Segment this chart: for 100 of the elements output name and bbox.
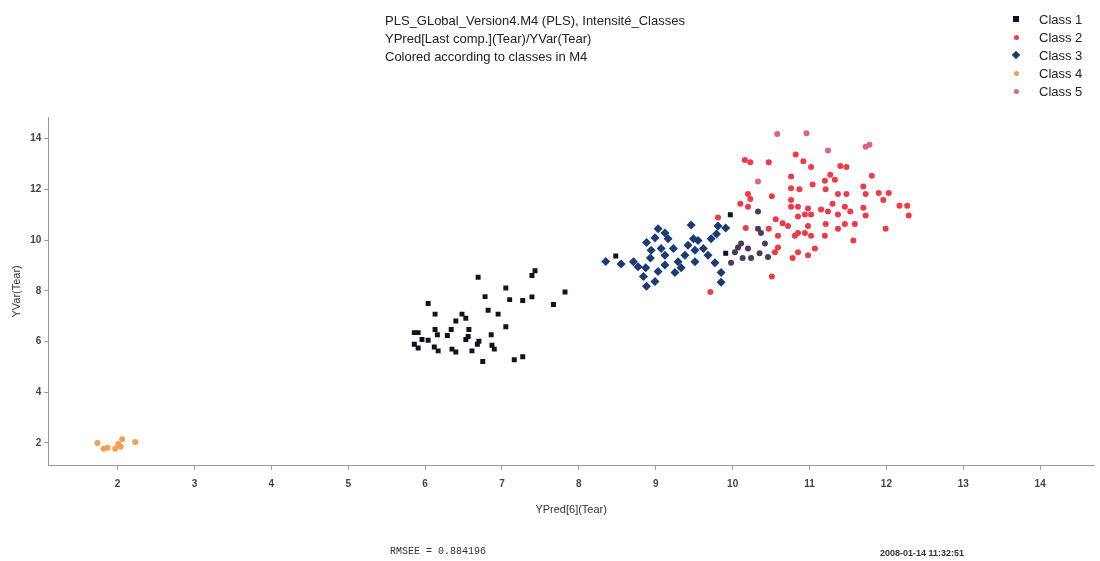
point [482, 294, 488, 300]
point [680, 250, 690, 260]
x-axis-title: YPred[6](Tear) [535, 503, 607, 516]
point [616, 259, 626, 269]
x-tick-label: 9 [652, 477, 659, 489]
point [703, 250, 713, 260]
point [774, 131, 781, 137]
point [448, 327, 454, 333]
point [755, 225, 761, 232]
y-tick-label: 12 [30, 183, 42, 195]
point [670, 268, 680, 277]
x-tick-label: 8 [576, 477, 583, 489]
point [432, 311, 438, 317]
y-tick-label: 4 [35, 385, 42, 397]
y-tick-label: 8 [35, 284, 42, 296]
point [485, 307, 491, 313]
point [425, 300, 431, 306]
point [656, 243, 666, 253]
x-tick-label: 5 [345, 477, 352, 489]
point [480, 359, 486, 365]
legend-label: Class 3 [1039, 47, 1083, 63]
point [663, 234, 673, 244]
point [660, 250, 670, 260]
point [529, 294, 535, 300]
point [765, 254, 771, 261]
point [690, 245, 700, 255]
point [706, 234, 716, 244]
point [520, 297, 526, 303]
x-tick-label: 11 [804, 477, 816, 489]
point [727, 212, 733, 218]
y-tick-label: 10 [30, 233, 42, 245]
point [642, 281, 652, 291]
point [411, 341, 417, 347]
point [466, 327, 472, 333]
point [94, 439, 101, 446]
point [511, 357, 517, 363]
point [673, 257, 683, 267]
legend-label: Class 1 [1039, 11, 1083, 27]
x-tick-label: 3 [191, 477, 198, 489]
point [653, 224, 663, 234]
text: 2008-01-14 11:32:51 [880, 548, 965, 558]
point [739, 255, 746, 262]
point [723, 250, 729, 256]
point [690, 257, 700, 267]
point [642, 238, 652, 248]
point [435, 348, 441, 354]
point [475, 274, 481, 280]
point [660, 260, 670, 270]
point [434, 332, 440, 338]
point [425, 337, 431, 343]
point [415, 345, 421, 351]
point [755, 208, 761, 215]
legend-label: Class 5 [1039, 83, 1083, 99]
x-tick-label: 6 [422, 477, 429, 489]
y-axis-title: YVar(Tear) [9, 265, 22, 318]
point [488, 332, 494, 338]
point [432, 327, 438, 333]
point [503, 324, 509, 330]
point [112, 445, 119, 452]
y-tick-label: 6 [35, 335, 42, 347]
point [601, 257, 611, 267]
point [716, 268, 726, 277]
point [686, 220, 696, 230]
point [463, 337, 469, 342]
point [721, 223, 731, 233]
x-tick-label: 13 [957, 477, 970, 489]
x-tick-label: 12 [880, 477, 893, 489]
text: RMSEE = 0.884196 [390, 546, 487, 557]
point [520, 354, 526, 360]
point [132, 438, 139, 445]
point [495, 311, 501, 317]
point [453, 318, 459, 324]
point [745, 245, 751, 252]
point [758, 229, 765, 236]
point [551, 301, 556, 307]
point [119, 436, 126, 443]
point [716, 277, 726, 287]
point [748, 255, 755, 262]
x-tick-label: 2 [114, 477, 121, 489]
point [641, 263, 651, 273]
point [683, 240, 693, 250]
point [713, 221, 723, 231]
point [735, 244, 742, 251]
x-tick-label: 7 [499, 477, 506, 489]
point [824, 147, 831, 154]
legend-label: Class 2 [1039, 29, 1083, 45]
point [529, 273, 535, 279]
point [507, 297, 513, 303]
x-tick-label: 4 [268, 477, 275, 489]
point [676, 263, 686, 273]
point [489, 342, 495, 348]
point [761, 240, 768, 247]
point [645, 253, 655, 263]
point [668, 243, 678, 253]
chart-title: PLS_GLobal_Version4.M4 (PLS), Intensité_Classes [385, 12, 685, 30]
chart-subtitle: YPred[Last comp.](Tear)/YVar(Tear) Colored according to classes in M4 [385, 30, 593, 66]
point [650, 233, 660, 243]
point [646, 245, 656, 255]
point [628, 257, 638, 267]
point [638, 272, 648, 282]
